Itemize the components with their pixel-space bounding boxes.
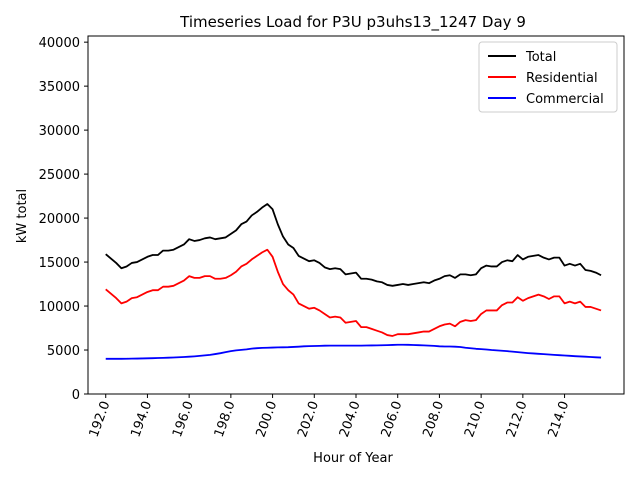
series-line-total	[105, 203, 602, 287]
y-tick-label: 35000	[39, 80, 80, 95]
y-tick-label: 40000	[39, 36, 80, 51]
series-line-commercial	[105, 343, 602, 360]
legend: Total Residential Commercial	[478, 41, 618, 113]
y-tick-label: 25000	[39, 168, 80, 183]
legend-box	[478, 41, 618, 113]
y-axis-label: kW total	[15, 189, 30, 243]
y-tick-label: 10000	[39, 300, 80, 315]
y-tick-label: 20000	[39, 212, 80, 227]
y-tick-label: 0	[72, 388, 80, 403]
y-tick-label: 30000	[39, 124, 80, 139]
y-tick-label: 15000	[39, 256, 80, 271]
series-line-residential	[105, 248, 602, 337]
y-tick-label: 5000	[47, 344, 80, 359]
legend-label-commercial: Commercial	[526, 92, 604, 107]
legend-label-residential: Residential	[526, 71, 598, 86]
legend-label-total: Total	[525, 50, 556, 65]
chart-title: Timeseries Load for P3U p3uhs13_1247 Day…	[179, 13, 526, 32]
x-axis-label: Hour of Year	[313, 451, 393, 466]
